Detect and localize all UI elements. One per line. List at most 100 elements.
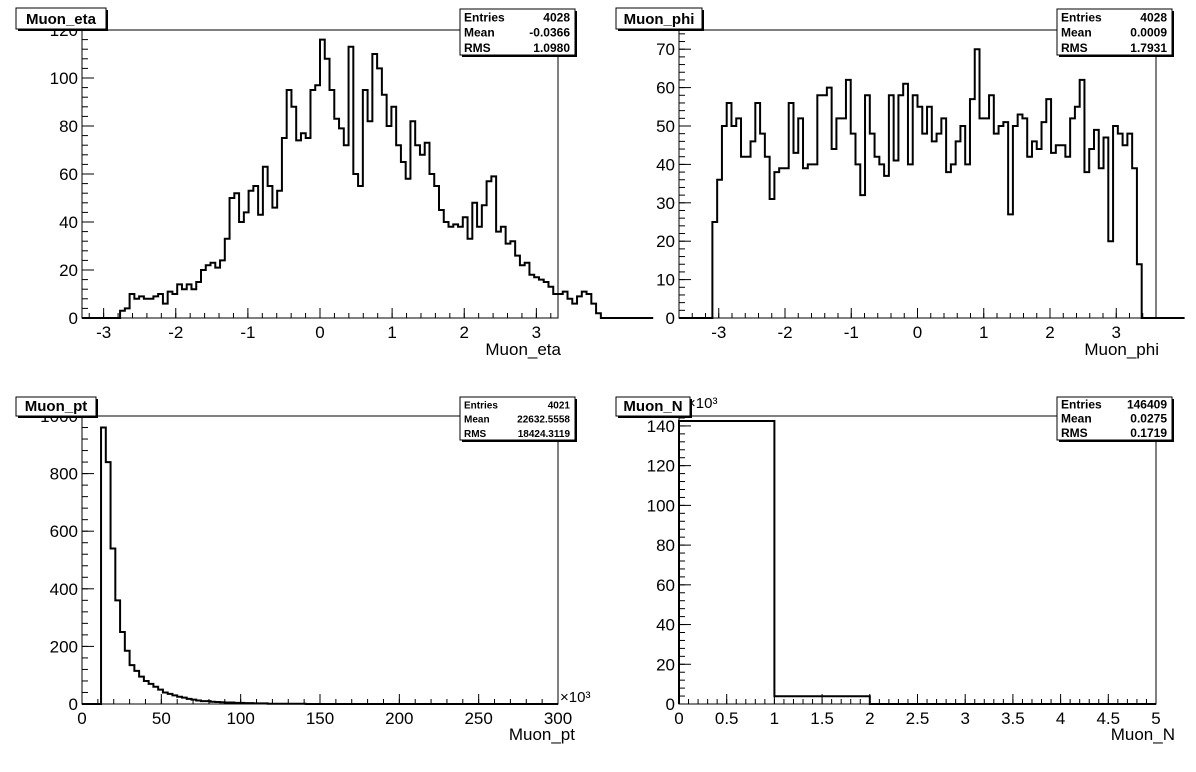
histogram-bin: [144, 681, 149, 704]
histogram-bin: [215, 702, 220, 704]
histogram-bin: [1037, 149, 1042, 318]
histogram-bin: [130, 294, 135, 318]
histogram-bin: [553, 294, 558, 318]
x-tick-label: -3: [96, 323, 111, 342]
histogram-bin: [520, 265, 525, 318]
histogram-bin: [937, 134, 942, 318]
histogram-bin: [482, 205, 487, 318]
histogram-bin: [396, 145, 401, 318]
histogram-bin: [206, 265, 211, 318]
histogram-bin: [501, 227, 506, 318]
histogram-bin: [330, 90, 335, 318]
y-tick-label: 0: [666, 309, 675, 328]
y-tick-label: 100: [647, 496, 675, 515]
histogram-bin: [1137, 264, 1142, 318]
x-tick-label: 3.5: [1001, 709, 1025, 728]
histogram-bin: [510, 241, 515, 318]
histogram-bin: [1108, 241, 1113, 318]
histogram-bin: [544, 282, 549, 318]
histogram-bin: [225, 703, 230, 704]
histogram-bin: [220, 260, 225, 318]
x-tick-label: -2: [168, 323, 183, 342]
histogram-bin: [272, 208, 277, 318]
histogram-bin: [191, 700, 196, 704]
plot-frame: [81, 415, 559, 705]
histogram-bin: [539, 280, 544, 318]
histogram-bin: [182, 698, 187, 704]
histogram-bin: [1065, 157, 1070, 318]
x-tick-label: -1: [844, 323, 859, 342]
histogram-bin: [779, 168, 784, 318]
histogram-bin: [296, 140, 301, 318]
histogram-bin: [177, 284, 182, 318]
histogram-bin: [368, 121, 373, 318]
x-tick-label: 2: [1045, 323, 1054, 342]
stats-value: 4028: [1140, 10, 1167, 24]
histogram-bin: [751, 141, 756, 318]
title-box: [15, 7, 107, 30]
histogram-bin: [163, 304, 168, 318]
stats-label: Mean: [1061, 412, 1092, 426]
histogram-bin: [951, 164, 956, 318]
histogram-bin: [1042, 122, 1047, 318]
histogram-bin: [253, 703, 258, 704]
histogram-bin: [994, 134, 999, 318]
histogram-bin: [301, 133, 306, 318]
histogram-bin: [582, 292, 587, 318]
stats-label: RMS: [1061, 41, 1088, 55]
histogram-line: [82, 426, 558, 705]
histogram-bin: [425, 143, 430, 318]
x-axis-title: Muon_phi: [1084, 340, 1159, 359]
histogram-bin: [1094, 130, 1099, 318]
histogram-bin: [846, 80, 851, 318]
stats-label: Entries: [1061, 397, 1102, 411]
y-tick-label: 0: [69, 309, 78, 328]
histogram-bin: [870, 134, 875, 318]
stats-label: Entries: [464, 400, 498, 411]
stats-label: Mean: [464, 26, 495, 40]
histogram-bin: [965, 164, 970, 318]
histogram-bin: [727, 103, 732, 318]
histogram-bin: [153, 296, 158, 318]
x-tick-label: -1: [240, 323, 255, 342]
stats-value: 0.0009: [1130, 26, 1167, 40]
pad-muon-eta: -3-2-10123020406080100120Muon_etaMuon_et…: [15, 7, 654, 359]
histogram-bin: [310, 90, 315, 318]
histogram-bin: [263, 703, 268, 704]
histogram-bin: [239, 222, 244, 318]
histogram-bin: [941, 118, 946, 318]
histogram-bin: [268, 186, 273, 318]
stats-label: Mean: [464, 415, 490, 426]
stats-box: [1056, 8, 1173, 56]
title-box: [15, 396, 97, 417]
histogram-bin: [1008, 214, 1013, 318]
y-tick-label: 120: [647, 457, 675, 476]
histogram-bin: [770, 199, 775, 318]
stats-value: 4028: [543, 10, 570, 24]
histogram-bin: [793, 153, 798, 318]
histogram-bin: [851, 134, 856, 318]
pad-title: Muon_eta: [26, 11, 97, 28]
histogram-bin: [206, 701, 211, 704]
histogram-bin: [125, 308, 130, 318]
histogram-bin: [889, 95, 894, 318]
histogram-bin: [334, 119, 339, 318]
histogram-bin: [506, 244, 511, 318]
x-tick-label: 0: [913, 323, 922, 342]
stats-value: 146409: [1127, 397, 1167, 411]
histogram-bin: [817, 95, 822, 318]
histogram-bin: [182, 289, 187, 318]
stats-value: 1.7931: [1130, 41, 1167, 55]
histogram-line: [82, 38, 654, 319]
histogram-bin: [1018, 114, 1023, 318]
y-tick-label: 40: [656, 616, 675, 635]
y-tick-label: 0: [69, 695, 78, 714]
histogram-bin: [315, 85, 320, 318]
histogram-bin: [172, 695, 177, 704]
histogram-bin: [263, 167, 268, 318]
x-tick-label: 200: [385, 709, 413, 728]
x-tick-label: -2: [777, 323, 792, 342]
histogram-bin: [215, 268, 220, 318]
x-tick-label: 2: [460, 323, 469, 342]
histogram-bin: [258, 215, 263, 318]
